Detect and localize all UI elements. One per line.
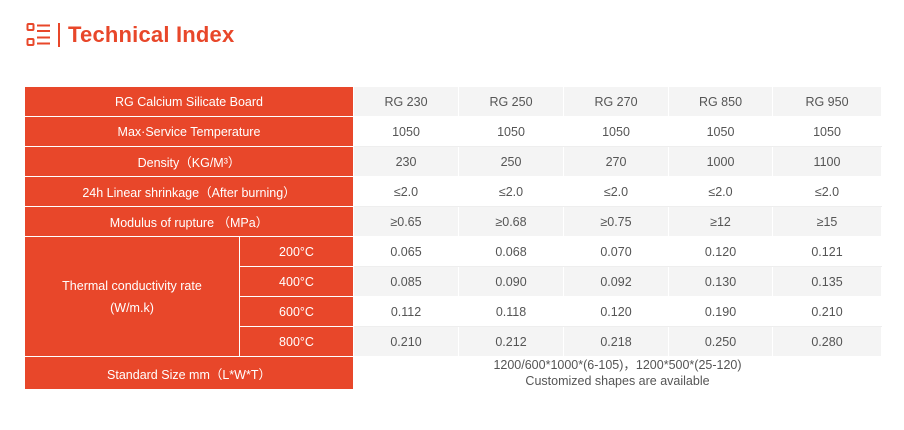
- temperature-label: 400°C: [239, 266, 354, 297]
- table-cell: 0.130: [668, 266, 773, 297]
- thermal-label-line1: Thermal conductivity rate: [62, 278, 202, 293]
- row-label: Modulus of rupture （MPa）: [24, 206, 354, 237]
- table-header-row: RG Calcium Silicate Board RG 230 RG 250 …: [24, 86, 882, 117]
- table-row: Thermal conductivity rate (W/m.k) 200°C …: [24, 236, 882, 357]
- table-cell: ≥12: [668, 206, 773, 237]
- table-cell: ≤2.0: [353, 176, 459, 207]
- table-cell: 250: [458, 146, 564, 177]
- table-cell: 0.210: [772, 296, 882, 327]
- table-cell: 0.120: [563, 296, 669, 327]
- table-cell: 0.210: [353, 326, 459, 357]
- table-cell: 0.135: [772, 266, 882, 297]
- table-row: 400°C 0.085 0.090 0.092 0.130 0.135: [25, 266, 882, 297]
- table-row: Modulus of rupture （MPa） ≥0.65 ≥0.68 ≥0.…: [24, 206, 882, 237]
- table-cell: ≤2.0: [668, 176, 773, 207]
- table-cell: 1050: [668, 116, 773, 147]
- table-cell: 1050: [563, 116, 669, 147]
- table-cell: 1000: [668, 146, 773, 177]
- table-cell: 0.112: [353, 296, 459, 327]
- table-cell: 1050: [458, 116, 564, 147]
- table-cell: 0.250: [668, 326, 773, 357]
- table-row: Standard Size mm（L*W*T） 1200/600*1000*(6…: [24, 356, 882, 390]
- header-label: RG Calcium Silicate Board: [24, 86, 354, 117]
- column-header: RG 230: [353, 86, 459, 117]
- table-cell: ≤2.0: [458, 176, 564, 207]
- table-cell: ≥0.68: [458, 206, 564, 237]
- table-row: Max·Service Temperature 1050 1050 1050 1…: [24, 116, 882, 147]
- title-divider: [58, 23, 60, 47]
- table-cell: 270: [563, 146, 669, 177]
- table-cell: 0.190: [668, 296, 773, 327]
- standard-size-note: Customized shapes are available: [525, 374, 710, 388]
- table-cell: 0.068: [458, 236, 564, 267]
- table-cell: 1100: [772, 146, 882, 177]
- table-cell: 0.065: [353, 236, 459, 267]
- table-cell: 0.070: [563, 236, 669, 267]
- thermal-label-unit: (W/m.k): [110, 300, 154, 315]
- row-label: 24h Linear shrinkage（After burning）: [24, 176, 354, 207]
- table-cell: 0.121: [772, 236, 882, 267]
- page-title: Technical Index: [68, 22, 235, 47]
- table-cell: 0.218: [563, 326, 669, 357]
- column-header: RG 270: [563, 86, 669, 117]
- list-icon: [26, 23, 50, 46]
- row-label: Max·Service Temperature: [24, 116, 354, 147]
- table-row: 24h Linear shrinkage（After burning） ≤2.0…: [24, 176, 882, 207]
- table-cell: ≥0.65: [353, 206, 459, 237]
- technical-index-table: RG Calcium Silicate Board RG 230 RG 250 …: [24, 86, 882, 390]
- table-cell: 1050: [772, 116, 882, 147]
- table-cell: 0.118: [458, 296, 564, 327]
- thermal-conductivity-label: Thermal conductivity rate (W/m.k): [24, 236, 240, 357]
- table-cell: 0.120: [668, 236, 773, 267]
- table-cell: 0.090: [458, 266, 564, 297]
- column-header: RG 950: [772, 86, 882, 117]
- column-header: RG 250: [458, 86, 564, 117]
- table-cell: 230: [353, 146, 459, 177]
- table-cell: ≥15: [772, 206, 882, 237]
- table-row: Density（KG/M³） 230 250 270 1000 1100: [24, 146, 882, 177]
- table-cell: ≤2.0: [563, 176, 669, 207]
- table-cell: 1050: [353, 116, 459, 147]
- table-row: 800°C 0.210 0.212 0.218 0.250 0.280: [25, 326, 882, 357]
- table-cell: 0.212: [458, 326, 564, 357]
- page-header: Technical Index: [26, 20, 234, 50]
- standard-size-dimensions: 1200/600*1000*(6-105)，1200*500*(25-120): [493, 358, 742, 372]
- table-cell: 0.085: [353, 266, 459, 297]
- table-cell: 0.092: [563, 266, 669, 297]
- temperature-label: 800°C: [239, 326, 354, 357]
- table-cell: 0.280: [772, 326, 882, 357]
- row-label: Density（KG/M³）: [24, 146, 354, 177]
- table-cell: ≥0.75: [563, 206, 669, 237]
- temperature-label: 200°C: [239, 236, 354, 267]
- standard-size-label: Standard Size mm（L*W*T）: [24, 356, 354, 390]
- table-cell: ≤2.0: [772, 176, 882, 207]
- temperature-label: 600°C: [239, 296, 354, 327]
- column-header: RG 850: [668, 86, 773, 117]
- table-row: 600°C 0.112 0.118 0.120 0.190 0.210: [25, 296, 882, 327]
- standard-size-value: 1200/600*1000*(6-105)，1200*500*(25-120) …: [353, 356, 882, 390]
